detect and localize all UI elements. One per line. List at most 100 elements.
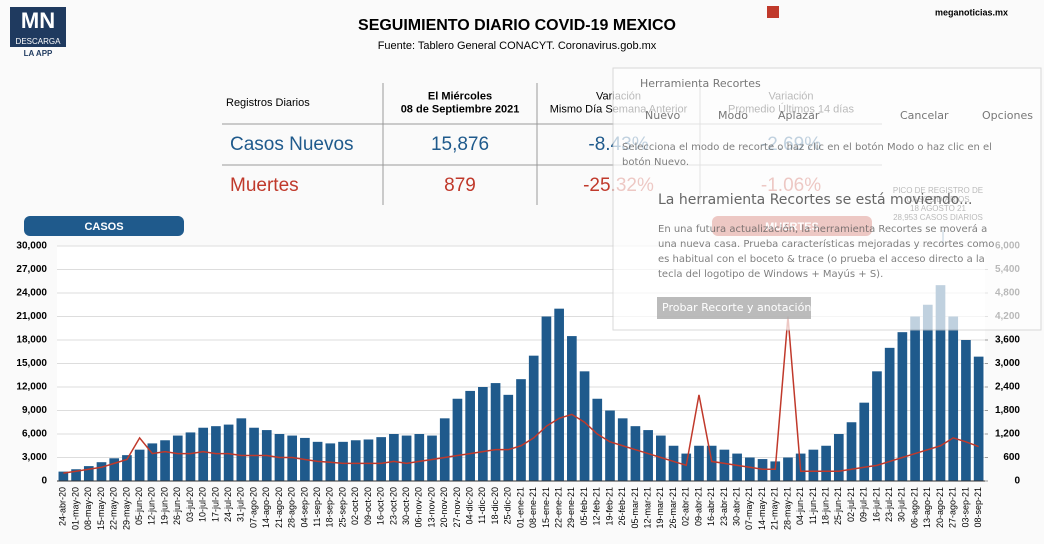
bar (338, 441, 348, 481)
logo-box (10, 7, 66, 47)
overlay-notice: La herramienta Recortes se está moviendo… (658, 192, 973, 208)
bar (185, 432, 196, 481)
x-tick-label: 07-ago-20 (248, 487, 258, 528)
x-tick-label: 30-abr-21 (731, 487, 741, 526)
bar (249, 427, 259, 481)
x-tick-label: 27-nov-20 (452, 487, 462, 528)
overlay-notice: La herramienta Recortes se está moviendo… (658, 192, 973, 208)
y-tick-label: 6,000 (22, 429, 47, 440)
x-tick-label: 16-abr-21 (706, 487, 716, 526)
x-tick-label: 16-jul-21 (871, 487, 881, 522)
overlay-button[interactable]: Modo (718, 109, 748, 122)
bar (414, 434, 425, 481)
x-tick-label: 11-dic-20 (477, 487, 487, 524)
subtitle: Fuente: Tablero General CONACYT. Coronav… (378, 40, 657, 52)
y-tick-label: 15,000 (16, 358, 47, 369)
y2-tick-label: 3,000 (995, 358, 1020, 369)
table-header: Registros Diarios (226, 97, 310, 109)
bar (236, 418, 247, 481)
bar (516, 379, 526, 481)
overlay-button[interactable]: Nuevo (645, 109, 680, 122)
bar (948, 316, 959, 481)
x-tick-label: 08-sep-21 (973, 487, 983, 528)
bar (287, 435, 298, 481)
overlay-hint: Selecciona el modo de recorte o haz clic… (622, 142, 992, 168)
y-tick-label: 24,000 (16, 288, 47, 299)
x-tick-label: 28-may-21 (782, 487, 792, 530)
bar (389, 434, 399, 481)
overlay-action[interactable]: Probar Recorte y anotación (662, 301, 811, 314)
x-tick-label: 23-abr-21 (719, 487, 729, 526)
overlay-hint: Selecciona el modo de recorte o haz clic… (622, 142, 992, 168)
bar (910, 316, 920, 481)
bar (122, 455, 132, 481)
bar (630, 426, 641, 481)
bar (643, 430, 653, 481)
logo: MN (21, 8, 55, 33)
bar (439, 418, 450, 481)
x-tick-label: 06-ago-21 (909, 487, 919, 528)
bar (706, 445, 717, 481)
x-tick-label: 02-abr-21 (681, 487, 691, 526)
bar (592, 398, 603, 481)
bar (961, 340, 971, 481)
x-tick-label: 16-oct-20 (376, 487, 386, 525)
bar (350, 440, 361, 481)
y-tick-label: 30,000 (16, 241, 47, 252)
x-tick-label: 04-sep-20 (299, 487, 309, 528)
y2-tick-label: 1,800 (995, 405, 1020, 416)
overlay-button[interactable]: Cancelar (900, 109, 949, 122)
bar (363, 439, 374, 481)
overlay-action-bg (657, 297, 811, 319)
x-tick-label: 23-oct-20 (388, 487, 398, 525)
x-tick-label: 08-may-20 (83, 487, 93, 530)
x-tick-label: 12-mar-21 (642, 487, 652, 529)
bar (744, 457, 755, 481)
x-tick-label: 03-jul-20 (185, 487, 195, 522)
x-tick-label: 22-may-20 (109, 487, 119, 530)
overlay-button[interactable]: Opciones (982, 109, 1033, 122)
y-tick-label: 21,000 (16, 311, 47, 322)
y-tick-label: 18,000 (16, 335, 47, 346)
bar (617, 418, 628, 481)
x-tick-label: 13-ago-21 (922, 487, 932, 528)
bar (719, 449, 730, 481)
bar (71, 469, 81, 481)
bar (922, 304, 933, 481)
bar (83, 466, 94, 481)
x-tick-label: 01-ene-21 (515, 487, 525, 528)
bar (172, 435, 183, 481)
y-tick-label: 0 (41, 476, 47, 487)
table-header: El Miércoles (428, 90, 492, 102)
x-tick-label: 11-jun-21 (808, 487, 818, 524)
bar (401, 435, 412, 481)
x-tick-label: 05-jun-20 (134, 487, 144, 525)
x-tick-label: 09-jul-21 (859, 487, 869, 522)
x-tick-label: 07-may-21 (744, 487, 754, 530)
x-tick-label: 20-nov-20 (439, 487, 449, 528)
x-tick-label: 21-ago-20 (274, 487, 284, 528)
bar (160, 440, 170, 481)
x-tick-label: 13-nov-20 (426, 487, 436, 528)
bar (872, 371, 882, 481)
line (63, 316, 979, 474)
x-tick-label: 21-may-21 (770, 487, 780, 530)
bar (757, 459, 768, 481)
y-tick-label: 3,000 (22, 452, 47, 463)
x-tick-label: 29-may-20 (121, 487, 131, 530)
bar (833, 434, 844, 481)
x-tick-label: 04-dic-20 (465, 487, 475, 525)
x-tick-label: 15-ene-21 (541, 487, 551, 528)
x-tick-label: 06-nov-20 (414, 487, 424, 528)
x-tick-label: 02-oct-20 (350, 487, 360, 525)
x-tick-label: 23-jul-21 (884, 487, 894, 522)
x-tick-label: 25-dic-20 (503, 487, 513, 525)
x-tick-label: 17-jul-20 (210, 487, 220, 522)
x-tick-label: 12-jun-20 (147, 487, 157, 525)
overlay-button[interactable]: Aplazar (778, 109, 820, 122)
bar (478, 387, 488, 481)
bar (897, 332, 908, 481)
bar (490, 383, 501, 481)
